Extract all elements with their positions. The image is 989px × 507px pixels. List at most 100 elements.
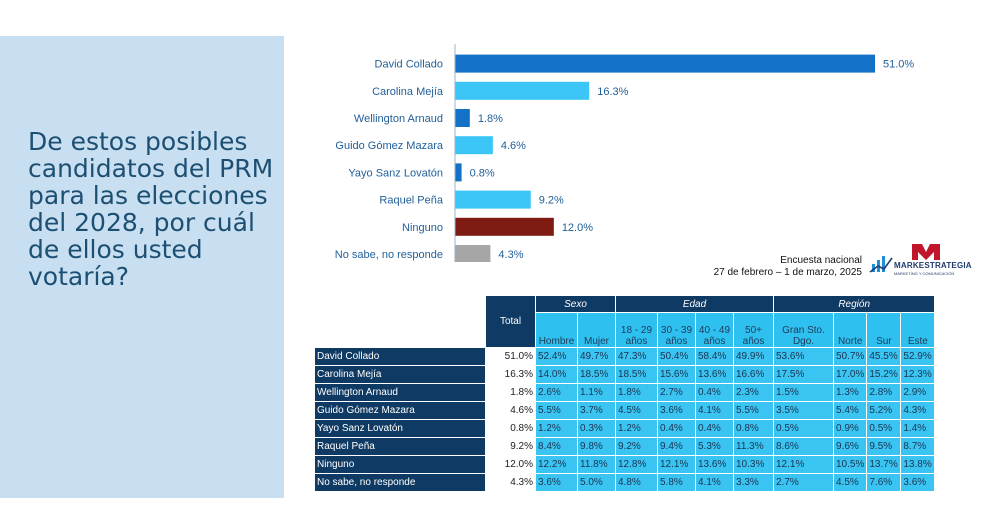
value-cell: 0.9% [832,419,868,438]
category-label: Ninguno [402,222,443,234]
value-cell: 15.2% [866,365,902,384]
value-cell: 11.3% [733,437,774,456]
column-header: Gran Sto. Dgo. [773,312,834,348]
value-cell: 5.5% [535,401,578,420]
column-header: Hombre [535,312,578,348]
value-cell: 49.7% [577,347,616,366]
row-label: Wellington Arnaud [314,383,486,402]
bar [455,109,470,127]
value-cell: 2.7% [773,473,834,492]
value-cell: 13.7% [866,455,902,474]
row-label: Carolina Mejía [314,365,486,384]
table-row: No sabe, no responde 4.3% 3.6% 5.0% 4.8% 5.8%… [314,473,936,492]
value-cell: 1.5% [773,383,834,402]
column-header: Mujer [577,312,616,348]
value-cell: 49.9% [733,347,774,366]
value-cell: 5.2% [866,401,902,420]
value-cell: 12.2% [535,455,578,474]
category-label: Carolina Mejía [372,86,444,98]
value-cell: 3.6% [535,473,578,492]
value-cell: 5.8% [657,473,696,492]
column-header: 50+ años [733,312,774,348]
value-cell: 10.5% [832,455,868,474]
value-cell: 14.0% [535,365,578,384]
value-cell: 1.3% [832,383,868,402]
table-row: Raquel Peña 9.2% 8.4% 9.8% 9.2% 9.4% 5.3% 11.3%… [314,437,936,456]
survey-note-line1: Encuesta nacional [780,255,862,266]
value-cell: 12.8% [615,455,658,474]
value-cell: 1.2% [535,419,578,438]
category-label: Raquel Peña [379,195,443,207]
total-cell: 0.8% [485,419,536,438]
value-cell: 4.1% [695,473,734,492]
bar [455,54,875,73]
bar [455,217,554,236]
value-cell: 13.6% [695,455,734,474]
group-header: Sexo [535,295,616,313]
table-row: Carolina Mejía 16.3% 14.0% 18.5% 18.5% 15.6% 1… [314,365,936,384]
column-header: 40 - 49 años [695,312,734,348]
value-cell: 4.5% [615,401,658,420]
value-cell: 9.4% [657,437,696,456]
bar-value-label: 16.3% [597,86,628,98]
bar [455,190,531,209]
candidate-bar-chart: David Collado 51.0% Carolina Mejía 16.3% Wel… [335,44,914,262]
survey-note: Encuesta nacional 27 de febrero – 1 de m… [690,255,862,279]
row-label: Guido Gómez Mazara [314,401,486,420]
bar [455,136,493,155]
survey-note-line2: 27 de febrero – 1 de marzo, 2025 [713,267,862,278]
column-header: 18 - 29 años [615,312,658,348]
bar [455,81,590,100]
row-label: Raquel Peña [314,437,486,456]
value-cell: 17.5% [773,365,834,384]
bar-value-label: 12.0% [562,222,593,234]
value-cell: 15.6% [657,365,696,384]
value-cell: 2.9% [900,383,936,402]
value-cell: 9.8% [577,437,616,456]
value-cell: 3.5% [773,401,834,420]
row-label: No sabe, no responde [314,473,486,492]
value-cell: 3.6% [900,473,936,492]
value-cell: 5.3% [695,437,734,456]
bar [455,245,491,262]
category-label: David Collado [375,59,443,71]
category-label: No sabe, no responde [335,249,443,261]
value-cell: 12.3% [900,365,936,384]
value-cell: 12.1% [773,455,834,474]
row-label: David Collado [314,347,486,366]
value-cell: 1.4% [900,419,936,438]
value-cell: 50.7% [832,347,868,366]
bar-value-label: 4.6% [501,140,526,152]
value-cell: 17.0% [832,365,868,384]
value-cell: 4.1% [695,401,734,420]
value-cell: 4.5% [832,473,868,492]
value-cell: 3.7% [577,401,616,420]
total-header: Total [485,295,536,348]
logo-mark-icon [869,244,940,273]
category-label: Yayo Sanz Lovatón [348,167,443,179]
table-group-header: Total Sexo Edad Región [314,295,936,348]
category-label: Guido Gómez Mazara [335,140,443,152]
row-label: Ninguno [314,455,486,474]
value-cell: 5.4% [832,401,868,420]
value-cell: 13.8% [900,455,936,474]
bar-value-label: 4.3% [498,249,523,261]
value-cell: 11.8% [577,455,616,474]
value-cell: 13.6% [695,365,734,384]
value-cell: 0.4% [695,419,734,438]
column-header: Sur [866,312,902,348]
value-cell: 8.4% [535,437,578,456]
category-label: Wellington Arnaud [354,113,443,125]
value-cell: 5.0% [577,473,616,492]
bar-value-label: 0.8% [470,167,495,179]
table-row: Wellington Arnaud 1.8% 2.6% 1.1% 1.8% 2.7% 0.4… [314,383,936,402]
value-cell: 1.8% [615,383,658,402]
row-label: Yayo Sanz Lovatón [314,419,486,438]
value-cell: 16.6% [733,365,774,384]
total-cell: 16.3% [485,365,536,384]
crosstab-table: Total Sexo Edad Región Hombre Mujer 18 - 29 a… [314,295,936,492]
value-cell: 0.4% [657,419,696,438]
value-cell: 2.3% [733,383,774,402]
value-cell: 50.4% [657,347,696,366]
value-cell: 0.5% [866,419,902,438]
